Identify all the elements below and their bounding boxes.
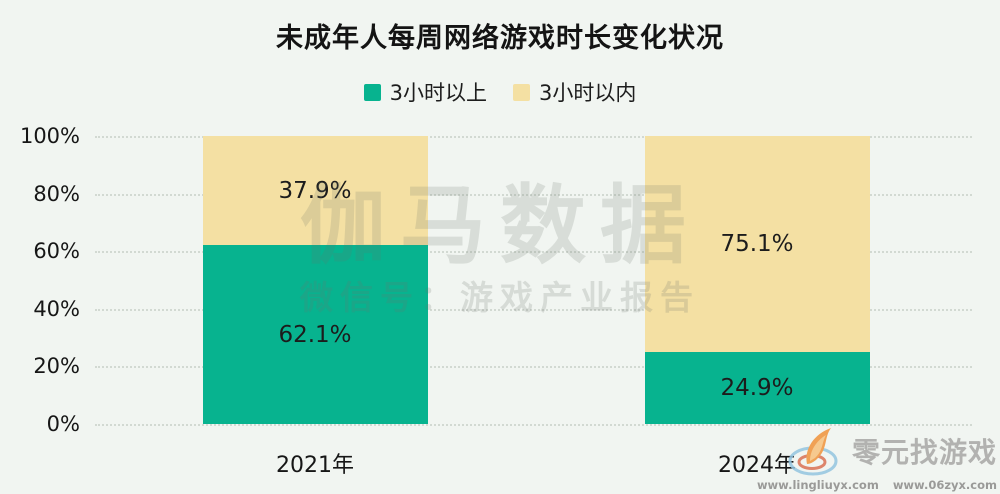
legend-item-over-3h: 3小时以上 <box>363 77 487 107</box>
legend-item-under-3h: 3小时以内 <box>513 77 636 107</box>
flame-swirl-logo-icon <box>788 428 838 476</box>
y-tick-label: 60% <box>33 239 80 264</box>
gridline <box>95 251 972 254</box>
x-axis-label: 2024年 <box>718 453 796 478</box>
segment-value-label: 62.1% <box>278 321 352 348</box>
footer-logo: 零元找游戏 www.lingliuyx.com www.06zyx.com <box>757 425 997 492</box>
segment-value-label: 75.1% <box>720 231 794 258</box>
legend-swatch-green <box>363 83 381 101</box>
gridline <box>95 308 972 311</box>
footer-url: www.06zyx.com <box>892 478 997 492</box>
legend: 3小时以上 3小时以内 <box>0 77 1000 107</box>
bar-segment-over-3h: 62.1% <box>202 245 428 424</box>
x-axis-label: 2021年 <box>276 453 354 478</box>
y-tick-label: 100% <box>19 124 80 148</box>
gridline <box>95 193 972 196</box>
bar-segment-under-3h: 37.9% <box>202 136 428 246</box>
segment-value-label: 37.9% <box>278 177 352 204</box>
bar-segment-over-3h: 24.9% <box>644 352 870 424</box>
y-tick-label: 40% <box>33 296 80 321</box>
legend-label: 3小时以内 <box>539 81 637 105</box>
footer-urls: www.lingliuyx.com www.06zyx.com <box>757 478 997 492</box>
legend-swatch-yellow <box>513 83 530 101</box>
footer-logo-row: 零元找游戏 <box>786 425 997 477</box>
y-tick-label: 80% <box>33 181 80 206</box>
gridline <box>95 366 972 369</box>
bar-segment-under-3h: 75.1% <box>644 136 870 353</box>
y-tick-label: 0% <box>46 412 80 436</box>
segment-value-label: 24.9% <box>720 375 794 402</box>
y-tick-label: 20% <box>33 354 80 379</box>
footer-logo-text: 零元找游戏 <box>851 436 997 469</box>
footer-url: www.lingliuyx.com <box>756 478 879 492</box>
gridline <box>95 424 972 426</box>
chart-title: 未成年人每周网络游戏时长变化状况 <box>276 23 724 54</box>
gridline <box>95 136 972 138</box>
legend-label: 3小时以上 <box>389 81 487 105</box>
